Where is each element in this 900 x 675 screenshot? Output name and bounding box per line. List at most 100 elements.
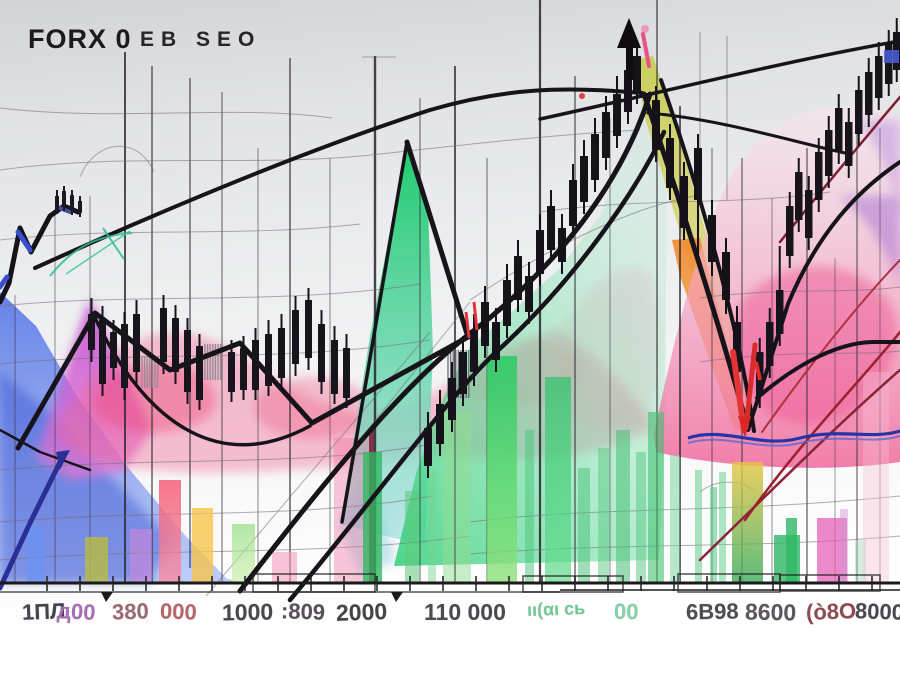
volume-bar <box>598 448 609 583</box>
zigzag-blue-2 <box>0 274 10 290</box>
volume-bar <box>840 509 848 583</box>
candle-body <box>265 334 272 386</box>
candle-body <box>436 404 444 444</box>
trend-line <box>15 310 471 451</box>
red-trend-line <box>743 330 900 522</box>
candle-body <box>766 322 774 366</box>
candle-body <box>875 56 883 98</box>
candle-body <box>602 112 610 158</box>
grid-curve-line <box>0 129 641 171</box>
candle-body <box>470 330 478 372</box>
red-accent <box>754 361 762 381</box>
volume-bar <box>27 527 45 583</box>
watermark-sub-text: EB SEO <box>140 28 262 51</box>
peak-arrow-stem <box>626 46 633 80</box>
candle-body <box>536 230 544 274</box>
grid-curve-line <box>0 223 361 241</box>
peak-magenta-accent <box>641 32 651 68</box>
red-dot <box>579 93 585 99</box>
volume-bar <box>525 430 534 583</box>
red-trend-line <box>778 95 900 244</box>
volume-bar <box>428 470 436 583</box>
green-stroke <box>102 227 125 260</box>
candle-body <box>121 324 128 388</box>
candle-body <box>448 378 456 420</box>
volume-bar <box>710 487 717 583</box>
candle-body <box>865 72 873 115</box>
trend-line <box>0 428 92 472</box>
candle-body <box>278 328 285 378</box>
grid-curve-line <box>469 495 900 523</box>
blue-mark <box>884 50 899 63</box>
candle-body <box>160 308 167 362</box>
candle-body <box>184 330 191 392</box>
candle-body <box>786 206 794 256</box>
blue-wavy-line <box>687 435 900 447</box>
volume-bar <box>192 508 213 583</box>
red-trend-line <box>761 259 900 433</box>
grid-curve-line <box>539 191 831 213</box>
candle-body <box>805 190 813 238</box>
candle-body <box>252 340 259 390</box>
accent-marks <box>49 18 900 447</box>
volume-bar <box>232 524 255 583</box>
candle-body <box>240 348 247 390</box>
candle-body <box>331 340 338 394</box>
red-accent <box>472 301 479 331</box>
volume-bar <box>695 470 702 583</box>
candle-body <box>62 191 66 207</box>
watermark-brand-text: FORX 0 <box>28 24 132 54</box>
candle-body <box>835 108 843 152</box>
candle-body <box>694 148 702 200</box>
volume-bar <box>817 518 847 583</box>
volume-bar <box>855 540 866 583</box>
candle-body <box>228 352 235 392</box>
grid-curve-line <box>79 145 155 178</box>
candle-body <box>318 324 325 382</box>
axis-box <box>779 574 881 592</box>
trend-line <box>340 140 409 524</box>
red-trend-line <box>698 368 900 562</box>
peak-up-arrow <box>617 18 641 48</box>
volume-bar <box>363 452 382 583</box>
area-green-triangle <box>340 142 433 546</box>
volume-bar <box>648 412 664 583</box>
candle-body <box>569 180 577 226</box>
candle-body <box>459 352 467 394</box>
candle-body <box>133 314 140 372</box>
candle-body <box>652 100 660 150</box>
volume-bar <box>732 462 763 583</box>
axis-box <box>252 573 376 593</box>
volume-bar <box>545 377 571 583</box>
candle-body <box>525 276 533 312</box>
volume-bar <box>272 552 297 583</box>
volume-bar <box>786 518 797 583</box>
candle-body <box>776 290 784 334</box>
axis-marker-triangle <box>101 592 113 602</box>
candle-body <box>547 206 555 250</box>
trend-line <box>33 87 644 270</box>
candle-body <box>481 302 489 346</box>
green-stroke <box>65 230 131 275</box>
volume-bar <box>443 412 471 583</box>
pink-band-candles <box>88 288 350 410</box>
candle-body <box>99 320 106 384</box>
candle-body <box>514 256 522 300</box>
candle-body <box>580 156 588 202</box>
axis-marker-triangle <box>391 592 403 602</box>
area-purple-right <box>838 196 900 288</box>
candlestick-series <box>55 18 900 478</box>
volume-bars <box>27 356 889 583</box>
volume-bar <box>616 430 630 583</box>
volume-bar <box>487 356 517 583</box>
v-bottom-red-line <box>743 342 758 431</box>
grid-curve-line <box>469 194 701 301</box>
candle-body <box>708 215 716 262</box>
main-rise-candles <box>424 40 641 478</box>
candle-body <box>624 70 632 112</box>
candle-body <box>196 346 203 400</box>
candle-body <box>55 196 59 210</box>
descent-candles <box>652 86 741 390</box>
candle-body <box>424 428 432 466</box>
